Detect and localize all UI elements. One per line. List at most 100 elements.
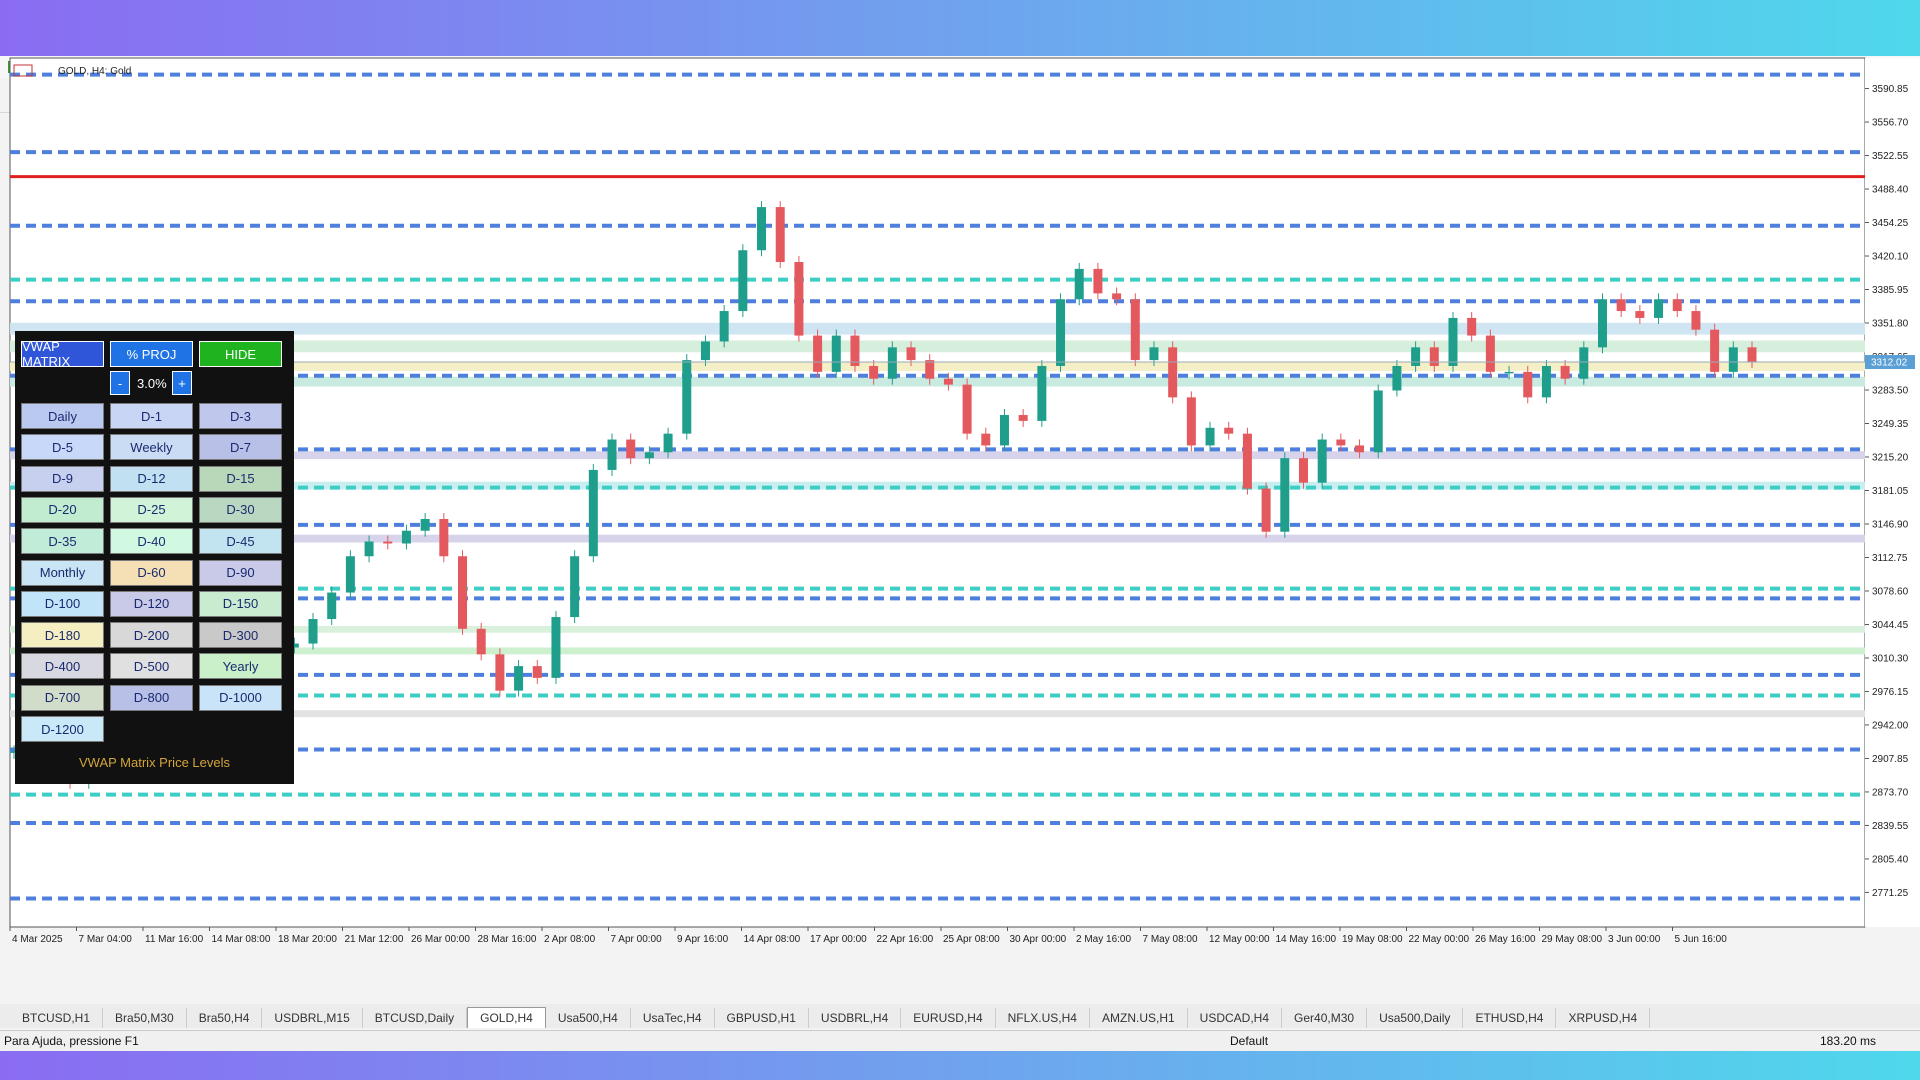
level-button[interactable]: D-400	[21, 653, 104, 680]
candle	[9, 751, 19, 753]
candle	[1672, 299, 1682, 312]
level-button[interactable]: D-90	[199, 559, 282, 586]
x-tick-label: 14 Apr 08:00	[744, 934, 801, 945]
candle	[1429, 347, 1439, 366]
candle	[1635, 311, 1645, 318]
level-button[interactable]: Yearly	[199, 653, 282, 680]
level-button[interactable]: D-7	[199, 434, 282, 461]
candle	[1448, 317, 1458, 366]
chart-tab[interactable]: AMZN.US,H1	[1090, 1008, 1188, 1028]
percent-value: 3.0%	[137, 376, 167, 391]
candle	[289, 643, 299, 648]
minus-button[interactable]: -	[110, 371, 130, 395]
level-button[interactable]: D-40	[110, 528, 193, 555]
candle	[887, 347, 897, 379]
level-button[interactable]: D-15	[199, 465, 282, 492]
level-button[interactable]: Weekly	[110, 434, 193, 461]
chart-tab[interactable]: XRPUSD,H4	[1556, 1008, 1651, 1028]
plus-button[interactable]: +	[172, 371, 192, 395]
panel-header-button[interactable]: % PROJ	[110, 341, 193, 367]
level-button[interactable]: D-25	[110, 496, 193, 523]
status-ping: 183.20 ms	[1820, 1034, 1877, 1048]
candle	[420, 518, 430, 531]
level-button[interactable]: D-800	[110, 684, 193, 711]
candle	[719, 311, 729, 342]
level-button[interactable]: D-45	[199, 528, 282, 555]
level-button[interactable]: D-200	[110, 622, 193, 649]
candle	[1280, 458, 1290, 532]
y-tick-label: 3044.45	[1872, 620, 1909, 631]
level-button[interactable]: D-9	[21, 465, 104, 492]
candle	[1037, 365, 1047, 421]
candle	[401, 530, 411, 544]
x-tick-label: 7 May 08:00	[1143, 934, 1198, 945]
level-button[interactable]: Daily	[21, 403, 104, 429]
chart-tab[interactable]: GOLD,H4	[467, 1007, 546, 1028]
y-tick-label: 2839.55	[1872, 821, 1909, 832]
level-button[interactable]: D-20	[21, 496, 104, 523]
candle	[1149, 347, 1159, 361]
y-tick-label: 3420.10	[1872, 252, 1909, 263]
x-tick-label: 14 May 16:00	[1276, 934, 1337, 945]
candle	[1747, 347, 1757, 363]
chart-tab[interactable]: Ger40,M30	[1282, 1008, 1368, 1028]
candle	[663, 433, 673, 453]
candle	[1691, 311, 1701, 330]
chart-tab[interactable]: Usa500,Daily	[1367, 1008, 1464, 1028]
level-button[interactable]: D-120	[110, 590, 193, 617]
panel-header-button[interactable]: VWAP MATRIX	[21, 339, 104, 369]
x-tick-label: 7 Mar 04:00	[79, 934, 133, 945]
chart-tab[interactable]: USDBRL,M15	[262, 1008, 363, 1028]
level-button[interactable]: D-300	[199, 622, 282, 649]
panel-header-button[interactable]: HIDE	[199, 341, 282, 367]
x-tick-label: 25 Apr 08:00	[943, 934, 1000, 945]
current-price-label: 3312.02	[1871, 358, 1908, 369]
candle	[831, 335, 841, 372]
chart-tab[interactable]: UsaTec,H4	[631, 1008, 715, 1028]
level-button[interactable]: D-3	[199, 403, 282, 429]
level-button[interactable]: D-700	[21, 684, 104, 711]
level-button[interactable]: D-100	[21, 590, 104, 617]
x-tick-label: 2 May 16:00	[1076, 934, 1131, 945]
chart-tab[interactable]: ETHUSD,H4	[1463, 1008, 1557, 1028]
level-button[interactable]: Monthly	[21, 559, 104, 586]
candle	[327, 592, 337, 620]
chart-tab[interactable]: NFLX.US,H4	[996, 1008, 1090, 1028]
level-button[interactable]: D-12	[110, 465, 193, 492]
candle	[588, 469, 598, 557]
chart-tab[interactable]: Bra50,M30	[103, 1008, 187, 1028]
x-tick-label: 28 Mar 16:00	[478, 934, 537, 945]
level-button[interactable]: D-1000	[199, 684, 282, 711]
y-tick-label: 3249.35	[1872, 419, 1909, 430]
candle	[1373, 390, 1383, 453]
y-tick-label: 3146.90	[1872, 519, 1909, 530]
x-tick-label: 22 May 00:00	[1409, 934, 1470, 945]
chart-tab[interactable]: Bra50,H4	[187, 1008, 263, 1028]
level-button[interactable]: D-180	[21, 622, 104, 649]
chart-tab[interactable]: EURUSD,H4	[901, 1008, 996, 1028]
chart-tab[interactable]: USDBRL,H4	[809, 1008, 902, 1028]
candle	[626, 439, 636, 459]
chart-tab[interactable]: USDCAD,H4	[1188, 1008, 1283, 1028]
y-tick-label: 3181.05	[1872, 486, 1909, 497]
candle	[1130, 299, 1140, 361]
price-axis	[1865, 58, 1920, 927]
candle	[1392, 365, 1402, 391]
level-button[interactable]: D-150	[199, 590, 282, 617]
level-button[interactable]: D-1	[110, 403, 193, 429]
level-button[interactable]: D-5	[21, 434, 104, 461]
chart-tab[interactable]: GBPUSD,H1	[715, 1008, 809, 1028]
level-button[interactable]: D-500	[110, 653, 193, 680]
chart-tab[interactable]: BTCUSD,Daily	[363, 1008, 468, 1028]
y-tick-label: 3112.75	[1872, 553, 1908, 564]
candle	[962, 384, 972, 434]
chart-tab[interactable]: Usa500,H4	[546, 1008, 631, 1028]
level-button[interactable]: D-30	[199, 496, 282, 523]
candle	[925, 360, 935, 379]
level-button[interactable]: D-1200	[21, 716, 104, 742]
level-button[interactable]: D-60	[110, 559, 193, 586]
chart-tab[interactable]: BTCUSD,H1	[10, 1008, 104, 1028]
price-zone	[10, 322, 1865, 335]
price-zone	[10, 340, 1865, 353]
level-button[interactable]: D-35	[21, 528, 104, 555]
